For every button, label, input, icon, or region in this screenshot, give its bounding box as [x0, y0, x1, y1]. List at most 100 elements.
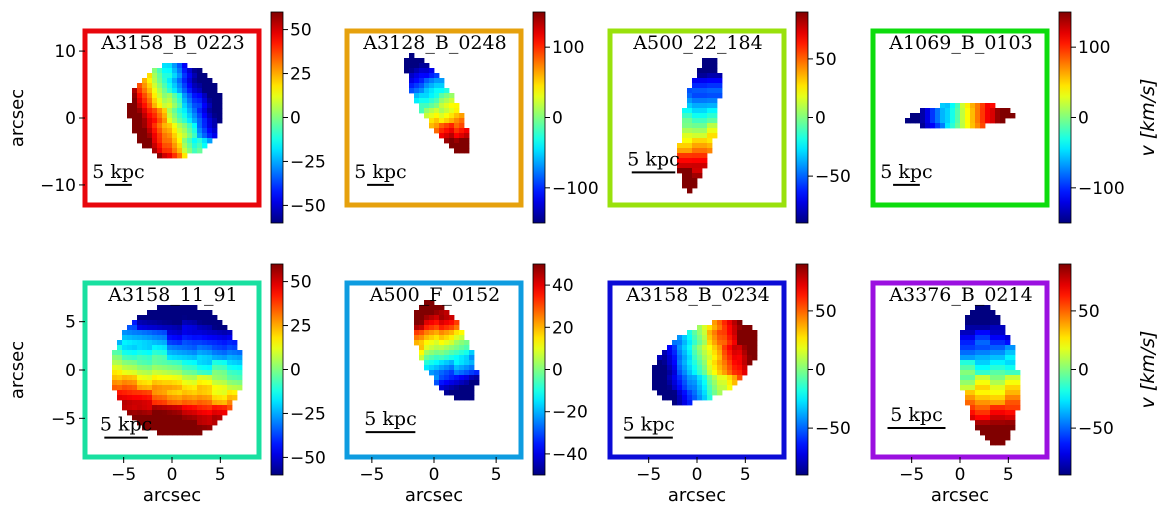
velocity-pixel	[985, 355, 991, 361]
velocity-pixel	[157, 380, 163, 386]
velocity-pixel	[429, 315, 435, 321]
velocity-pixel	[152, 345, 158, 351]
velocity-pixel	[424, 108, 430, 114]
velocity-pixel	[995, 375, 1001, 381]
velocity-pixel	[652, 375, 658, 381]
velocity-pixel	[995, 360, 1001, 366]
velocity-pixel	[469, 370, 475, 376]
velocity-pixel	[1000, 345, 1006, 351]
velocity-pixel	[182, 335, 188, 341]
velocity-pixel	[127, 390, 133, 396]
velocity-pixel	[217, 365, 223, 371]
velocity-pixel	[692, 118, 698, 124]
velocity-pixel	[202, 325, 208, 331]
velocity-pixel	[1000, 410, 1006, 416]
velocity-pixel	[980, 405, 986, 411]
velocity-pixel	[990, 375, 996, 381]
velocity-pixel	[212, 315, 218, 321]
velocity-pixel	[182, 138, 188, 144]
velocity-pixel	[147, 98, 153, 104]
velocity-pixel	[414, 310, 420, 316]
velocity-pixel	[697, 83, 703, 89]
velocity-pixel	[157, 400, 163, 406]
velocity-pixel	[439, 365, 445, 371]
velocity-pixel	[702, 330, 708, 336]
velocity-pixel	[167, 305, 173, 311]
velocity-pixel	[950, 108, 956, 114]
velocity-pixel	[1015, 370, 1021, 376]
velocity-pixel	[975, 315, 981, 321]
velocity-pixel	[182, 410, 188, 416]
velocity-pixel	[157, 420, 163, 426]
velocity-pixel	[1000, 335, 1006, 341]
velocity-pixel	[197, 410, 203, 416]
velocity-pixel	[152, 128, 158, 134]
velocity-pixel	[990, 420, 996, 426]
velocity-pixel	[995, 315, 1001, 321]
velocity-pixel	[1005, 390, 1011, 396]
velocity-pixel	[409, 58, 415, 64]
velocity-pixel	[157, 108, 163, 114]
velocity-pixel	[424, 310, 430, 316]
velocity-pixel	[202, 370, 208, 376]
velocity-pixel	[990, 350, 996, 356]
velocity-pixel	[197, 118, 203, 124]
scale-bar-label: 5 kpc	[627, 148, 679, 170]
velocity-pixel	[202, 133, 208, 139]
velocity-pixel	[177, 113, 183, 119]
velocity-pixel	[192, 385, 198, 391]
velocity-pixel	[662, 380, 668, 386]
velocity-pixel	[449, 375, 455, 381]
velocity-pixel	[172, 138, 178, 144]
velocity-pixel	[212, 133, 218, 139]
velocity-pixel	[182, 355, 188, 361]
velocity-pixel	[727, 330, 733, 336]
velocity-pixel	[137, 330, 143, 336]
velocity-pixel	[697, 73, 703, 79]
velocity-pixel	[985, 103, 991, 109]
velocity-pixel	[419, 98, 425, 104]
velocity-pixel	[112, 350, 118, 356]
velocity-pixel	[187, 315, 193, 321]
velocity-pixel	[187, 345, 193, 351]
velocity-pixel	[177, 128, 183, 134]
velocity-pixel	[1005, 385, 1011, 391]
velocity-pixel	[414, 325, 420, 331]
velocity-pixel	[424, 83, 430, 89]
velocity-pixel	[687, 133, 693, 139]
velocity-pixel	[202, 415, 208, 421]
velocity-pixel	[177, 83, 183, 89]
velocity-pixel	[980, 430, 986, 436]
velocity-pixel	[985, 315, 991, 321]
velocity-pixel	[1005, 420, 1011, 426]
velocity-pixel	[682, 355, 688, 361]
velocity-pixel	[975, 113, 981, 119]
velocity-pixel	[172, 385, 178, 391]
velocity-pixel	[162, 335, 168, 341]
velocity-pixel	[172, 365, 178, 371]
colorbar-tick-label: 50	[290, 21, 312, 41]
velocity-pixel	[702, 375, 708, 381]
colorbar	[1058, 263, 1072, 476]
velocity-pixel	[202, 315, 208, 321]
velocity-pixel	[980, 365, 986, 371]
velocity-pixel	[142, 88, 148, 94]
velocity-pixel	[222, 370, 228, 376]
velocity-pixel	[147, 420, 153, 426]
velocity-pixel	[727, 335, 733, 341]
velocity-pixel	[975, 310, 981, 316]
colorbar-title-symbol: v	[1137, 391, 1159, 408]
velocity-pixel	[414, 68, 420, 74]
velocity-pixel	[162, 325, 168, 331]
velocity-pixel	[152, 340, 158, 346]
velocity-pixel	[207, 310, 213, 316]
velocity-pixel	[147, 118, 153, 124]
velocity-pixel	[122, 355, 128, 361]
velocity-pixel	[965, 395, 971, 401]
velocity-pixel	[207, 420, 213, 426]
velocity-pixel	[652, 370, 658, 376]
velocity-pixel	[712, 73, 718, 79]
velocity-pixel	[707, 128, 713, 134]
velocity-pixel	[712, 108, 718, 114]
